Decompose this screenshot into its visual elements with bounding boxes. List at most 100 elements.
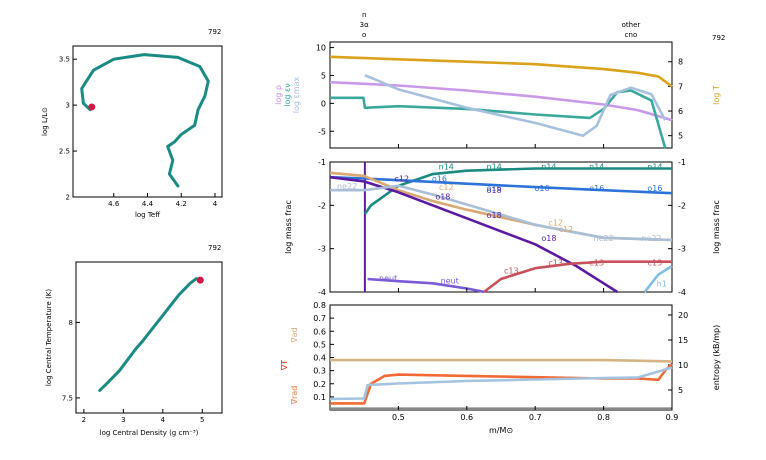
hr-current-marker <box>88 103 96 111</box>
panel2-right-tick-label: -3 <box>678 245 686 254</box>
panel2-species-label: c13 <box>648 259 663 268</box>
burn-zone-label: 3α <box>360 21 369 29</box>
center-y-tick-label: 8 <box>69 319 73 327</box>
panel3-right-tick-label: 10 <box>678 361 688 370</box>
panel2-species-label: o18 <box>487 211 502 220</box>
panel2-species-label: ne22 <box>337 182 357 191</box>
panel3-left-label: ∇ad <box>290 327 299 343</box>
panel2-series-line <box>330 184 673 242</box>
panel2-species-label: c13 <box>504 266 519 275</box>
panel1-left-label: log εmax <box>292 76 301 113</box>
hr-y-tick-label: 3.5 <box>59 56 70 64</box>
hr-x-tick-label: 4.6 <box>108 200 120 208</box>
panel3-left-label: ∇T <box>280 360 289 371</box>
panel1-left-label: log ρ <box>274 85 283 105</box>
structure-x-tick-label: 0.5 <box>392 413 405 422</box>
panel2-frame <box>329 161 673 293</box>
panel2-species-label: c12 <box>439 183 454 192</box>
panel1-right-tick-label: 7 <box>678 82 683 91</box>
panel1-frame <box>329 41 673 149</box>
panel1-right-tick-label: 8 <box>678 58 683 67</box>
panel3-right-tick-label: 20 <box>678 311 688 320</box>
panel2-left-tick-label: -2 <box>318 201 326 210</box>
panel2-species-label: c13 <box>589 259 604 268</box>
panel2-species-label: o16 <box>487 184 502 193</box>
panel2-left-tick-label: -3 <box>318 245 326 254</box>
panel1-left-tick-label: -5 <box>318 127 326 136</box>
panel1-left-tick-label: 10 <box>316 44 326 53</box>
panel2-left-tick-label: -4 <box>318 288 326 297</box>
panel2-species-label: c12 <box>548 219 563 228</box>
structure-x-tick-label: 0.8 <box>597 413 610 422</box>
panel2-series-line <box>329 175 618 294</box>
model-number-center: 792 <box>208 244 221 252</box>
structure-panels: n 3α o other cno -5 0 5 10 5 6 7 8 log ρ log εν log εma… <box>274 11 721 435</box>
panel2-species-label: o16 <box>647 184 662 193</box>
panel2-species-label: o18 <box>487 186 502 195</box>
burn-zone-label: n <box>362 11 366 19</box>
panel3-right-tick-label: 5 <box>678 386 683 395</box>
panel3-series-line <box>329 366 673 401</box>
panel1-left-tick-label: 5 <box>321 71 326 80</box>
panel3-series-line <box>330 363 673 405</box>
panel3-left-tick-label: 0.7 <box>313 314 326 323</box>
panel2-series-line <box>363 167 672 215</box>
panel2-left-tick-label: -1 <box>318 158 326 167</box>
panel2-series-line <box>329 175 673 195</box>
hr-y-tick-label: 3 <box>66 102 70 110</box>
panel2-species-label: o18 <box>541 234 556 243</box>
panel1-series-line <box>330 89 667 149</box>
panel1-right-tick-label: 6 <box>678 107 683 116</box>
model-number-structure: 792 <box>712 34 725 42</box>
panel3-left-tick-label: 0.6 <box>313 327 326 336</box>
burn-zone-label: cno <box>625 31 638 39</box>
panel3-left-tick-label: 0.4 <box>313 354 326 363</box>
panel1-series-line <box>329 80 673 122</box>
panel2-species-label: o16 <box>432 174 447 183</box>
center-x-tick-label: 2 <box>82 416 86 424</box>
panel2-species-label: c13 <box>548 259 563 268</box>
structure-x-tick-label: 0.9 <box>666 413 679 422</box>
panel1-series-line <box>364 74 667 137</box>
panel2-species-label: neut <box>441 277 459 286</box>
panel3-left-tick-label: 0.2 <box>313 380 326 389</box>
panel2-species-label: n14 <box>487 162 502 171</box>
burn-zone-label: other <box>622 21 641 29</box>
burn-zone-label: o <box>362 31 366 39</box>
panel3-right-label: entropy (kB/mp) <box>712 325 721 390</box>
center-x-tick-label: 4 <box>161 416 166 424</box>
panel2-right-tick-label: -2 <box>678 201 686 210</box>
hr-x-tick-label: 4 <box>213 200 218 208</box>
panel2-species-label: n14 <box>439 162 454 171</box>
central-conditions-panel: 2 3 4 5 7.5 8 log Central Density (g cm⁻³) log … <box>45 261 223 437</box>
hr-x-tick-label: 4.2 <box>176 200 187 208</box>
panel1-right-tick-label: 5 <box>678 132 683 141</box>
panel2-species-label: c12 <box>395 174 410 183</box>
center-current-marker <box>196 276 204 284</box>
panel3-left-label: ∇rad <box>290 386 299 406</box>
center-x-label: log Central Density (g cm⁻³) <box>100 429 199 437</box>
panel2-species-label: neut <box>379 274 397 283</box>
hr-y-tick-label: 2 <box>66 194 70 202</box>
model-number-hr: 792 <box>208 28 221 36</box>
panel3-left-tick-label: 0.8 <box>313 301 326 310</box>
center-y-label: log Central Temperature (K) <box>45 289 53 386</box>
center-x-tick-label: 3 <box>121 416 125 424</box>
panel2-species-label: c12 <box>559 225 574 234</box>
center-x-tick-label: 5 <box>200 416 204 424</box>
panel3-left-tick-label: 0.3 <box>313 367 326 376</box>
hr-x-label: log Teff <box>135 211 160 219</box>
panel2-species-label: o18 <box>435 193 450 202</box>
panel3-frame <box>329 304 673 411</box>
center-track-line <box>98 277 202 392</box>
panel2-series-line <box>643 264 673 293</box>
panel1-series-line <box>329 55 673 88</box>
panel2-species-label: ne22 <box>594 234 614 243</box>
panel2-species-label: n14 <box>541 162 556 171</box>
hr-diagram-panel: 4.6 4.4 4.2 4 2 2.5 3 3.5 log Teff log L/L⊙ <box>41 45 223 219</box>
panel2-series-line <box>367 277 485 294</box>
panel2-right-label: log mass frac <box>712 200 721 254</box>
structure-x-tick-label: 0.6 <box>460 413 473 422</box>
hr-track-line <box>80 53 210 188</box>
panel1-right-label: log T <box>712 85 721 105</box>
